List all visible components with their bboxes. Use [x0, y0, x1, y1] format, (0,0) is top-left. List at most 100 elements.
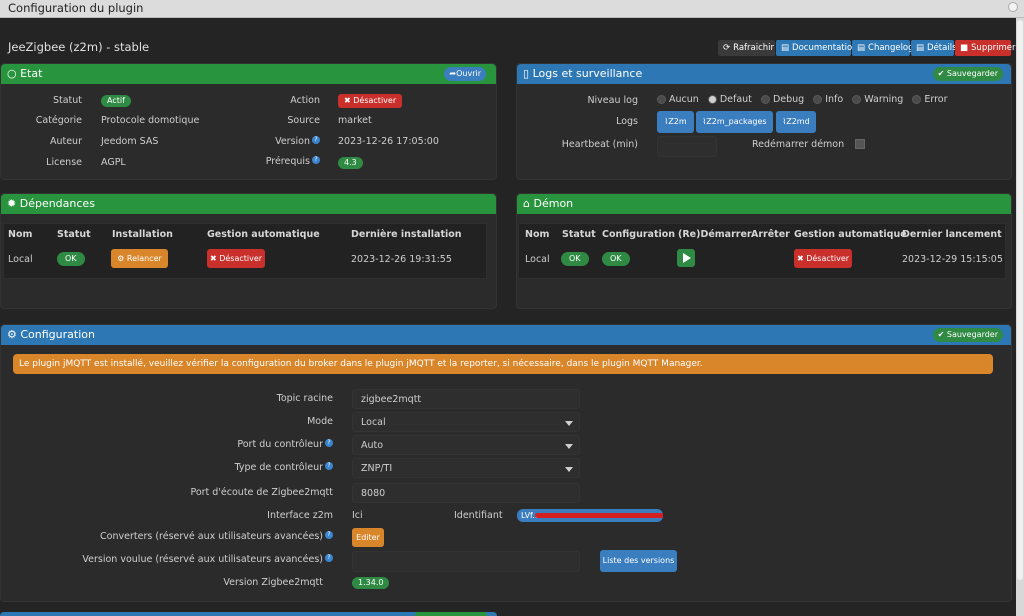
close-icon[interactable] — [1008, 2, 1018, 12]
auteur-value: Jeedom SAS — [101, 136, 159, 147]
deactivate-button[interactable]: ✖ Désactiver — [338, 94, 403, 108]
delete-button[interactable]: ■ Supprimer — [955, 40, 1015, 56]
edit-converters-button[interactable]: Editer — [352, 528, 384, 547]
radio-error[interactable] — [912, 95, 922, 104]
radio-aucun[interactable] — [657, 95, 666, 104]
demon-panel-header: ⌂ Démon — [517, 194, 1011, 214]
configuration-panel-header: ⚙ Configuration ✔ Sauvegarder — [1, 325, 1011, 345]
trash-icon: ■ — [960, 43, 969, 53]
logs-label: Logs — [616, 116, 638, 127]
refresh-icon: ⟳ — [723, 43, 731, 53]
chevron-down-icon — [565, 421, 573, 426]
col-nom: Nom — [8, 229, 33, 240]
check-circle-icon: ✔ — [937, 69, 945, 78]
open-button[interactable]: ➦Ouvrir — [444, 67, 486, 81]
log-z2m-button[interactable]: ⌇Z2m — [657, 111, 694, 133]
topic-input[interactable]: zigbee2mqtt — [352, 389, 580, 409]
book-icon: ▤ — [781, 43, 790, 53]
deps-auto-deactivate-button[interactable]: ✖ Désactiver — [207, 249, 265, 268]
gears-icon: ⚙ — [7, 328, 17, 341]
col-statut: Statut — [562, 229, 596, 240]
save-button[interactable]: ✔ Sauvegarder — [932, 328, 1003, 342]
demon-auto-deactivate-button[interactable]: ✖ Désactiver — [794, 249, 852, 268]
versions-list-button[interactable]: Liste des versions — [600, 550, 677, 572]
demon-table — [518, 223, 1006, 279]
documentation-button[interactable]: ▤ Documentation — [776, 40, 858, 56]
port-select[interactable]: Auto — [352, 435, 580, 455]
gear-icon: ✹ — [7, 197, 17, 210]
log-level-label: Niveau log — [587, 95, 638, 106]
close-icon: ✖ — [344, 96, 351, 105]
mode-select[interactable]: Local — [352, 412, 580, 432]
jmqtt-warning: Le plugin jMQTT est installé, veuillez v… — [13, 354, 993, 374]
help-icon[interactable]: ? — [312, 156, 320, 164]
restart-daemon-checkbox[interactable] — [855, 139, 865, 149]
col-redemarrer: (Re)Démarrer — [678, 229, 752, 240]
col-nom: Nom — [525, 229, 550, 240]
restart-daemon-label: Redémarrer démon — [752, 139, 845, 150]
save-button[interactable]: ✔ Sauvegarder — [932, 67, 1003, 81]
file-icon: ▯ — [523, 67, 530, 80]
chevron-down-icon — [565, 467, 573, 472]
dep-last-install: 2023-12-26 19:31:55 — [351, 254, 452, 265]
version-wanted-input[interactable] — [352, 551, 580, 572]
col-statut: Statut — [57, 229, 91, 240]
details-button[interactable]: ▤ Détails — [911, 40, 957, 56]
book-icon: ▤ — [857, 43, 866, 53]
redaction-scribble — [535, 513, 663, 518]
help-icon[interactable]: ? — [325, 462, 333, 470]
help-icon[interactable]: ? — [325, 439, 333, 447]
next-panel-button[interactable] — [415, 612, 487, 616]
interface-label: Interface z2m — [267, 510, 333, 521]
mode-label: Mode — [307, 416, 333, 427]
log-z2m-packages-button[interactable]: ⌇Z2m_packages — [696, 111, 773, 133]
changelog-button[interactable]: ▤ Changelog — [852, 40, 914, 56]
col-derniere-installation: Dernière installation — [351, 229, 462, 240]
help-icon[interactable]: ? — [325, 531, 333, 539]
etat-panel: ○ Etat ➦Ouvrir — [0, 63, 497, 180]
listen-port-input[interactable]: 8080 — [352, 483, 580, 503]
close-icon: ✖ — [796, 254, 804, 263]
chevron-down-icon — [565, 444, 573, 449]
col-installation: Installation — [112, 229, 173, 240]
start-daemon-button[interactable] — [677, 249, 695, 267]
type-select[interactable]: ZNP/TI — [352, 458, 580, 478]
z2m-version-badge: 1.34.0 — [352, 577, 390, 589]
dependances-panel-header: ✹ Dépendances — [1, 194, 496, 214]
radio-info[interactable] — [813, 95, 823, 104]
col-gestion: Gestion automatique — [794, 229, 907, 240]
refresh-button[interactable]: ⟳ Rafraichir — [718, 40, 775, 56]
close-icon: ✖ — [209, 254, 217, 263]
dep-status-badge: OK — [57, 252, 85, 266]
help-icon[interactable]: ? — [312, 136, 320, 144]
demon-nom: Local — [525, 254, 550, 265]
paperclip-icon: ⌇ — [782, 117, 787, 126]
auteur-label: Auteur — [49, 136, 82, 147]
bank-icon: ⌂ — [523, 197, 530, 210]
source-value: market — [338, 115, 372, 126]
scrollbar-thumb[interactable] — [1017, 20, 1023, 580]
help-icon[interactable]: ? — [325, 554, 333, 562]
log-z2md-button[interactable]: ⌇Z2md — [776, 111, 816, 133]
radio-defaut[interactable] — [707, 95, 717, 104]
check-circle-icon: ✔ — [937, 330, 945, 339]
refresh-icon: ○ — [7, 67, 17, 80]
identifiant-badge: LVf... — [517, 509, 663, 522]
license-value: AGPL — [101, 157, 126, 168]
categorie-value: Protocole domotique — [101, 115, 200, 126]
identifiant-label: Identifiant — [454, 510, 503, 521]
heartbeat-input[interactable] — [657, 136, 717, 157]
logs-panel-header: ▯ Logs et surveillance ✔ Sauvegarder — [517, 64, 1011, 84]
heartbeat-label: Heartbeat (min) — [561, 139, 638, 150]
relaunch-button[interactable]: ⚙ Relancer — [111, 249, 168, 268]
radio-debug[interactable] — [760, 95, 770, 104]
demon-config-badge: OK — [602, 252, 630, 266]
listen-port-label: Port d'écoute de Zigbee2mqtt — [190, 487, 333, 498]
interface-link[interactable]: Ici — [352, 510, 363, 521]
logs-panel: ▯ Logs et surveillance ✔ Sauvegarder — [516, 63, 1012, 180]
version-wanted-label: Version voulue (réservé aux utilisateurs… — [60, 554, 333, 565]
version-value: 2023-12-26 17:05:00 — [338, 136, 439, 147]
radio-warning[interactable] — [852, 95, 862, 104]
col-configuration: Configuration — [602, 229, 676, 240]
status-badge: Actif — [101, 95, 131, 107]
